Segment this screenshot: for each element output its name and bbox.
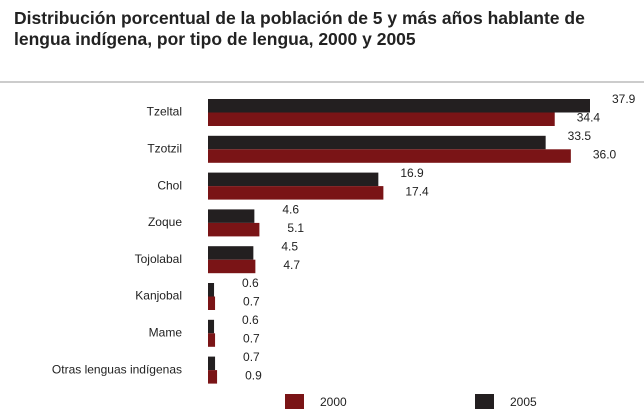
value-label: 17.4 bbox=[405, 184, 429, 198]
value-label: 4.5 bbox=[281, 239, 298, 253]
value-label: 0.9 bbox=[245, 368, 262, 382]
value-label: 0.7 bbox=[243, 331, 260, 345]
legend-swatch bbox=[475, 394, 494, 409]
legend-swatch bbox=[285, 394, 304, 409]
y-tick-label: Tzotzil bbox=[147, 141, 182, 155]
bar bbox=[208, 246, 254, 260]
value-label: 16.9 bbox=[400, 166, 424, 180]
bar bbox=[208, 112, 555, 126]
y-tick-label: Otras lenguas indígenas bbox=[52, 362, 182, 376]
bar bbox=[208, 222, 260, 237]
bar bbox=[208, 149, 571, 163]
bar bbox=[208, 319, 215, 334]
bar bbox=[208, 172, 379, 187]
legend-label: 2005 bbox=[510, 395, 537, 409]
chart-title: Distribución porcentual de la población … bbox=[14, 8, 585, 49]
value-label: 0.6 bbox=[242, 313, 259, 327]
value-label: 0.6 bbox=[242, 276, 259, 290]
y-tick-label: Tojolabal bbox=[135, 252, 182, 266]
value-label: 4.7 bbox=[283, 258, 300, 272]
value-label: 5.1 bbox=[287, 221, 304, 235]
bar bbox=[208, 296, 216, 310]
bar bbox=[208, 356, 216, 371]
bar bbox=[208, 209, 255, 223]
bar bbox=[208, 186, 384, 200]
bar bbox=[208, 99, 590, 113]
value-label: 33.5 bbox=[568, 129, 592, 143]
y-tick-label: Kanjobal bbox=[135, 289, 182, 303]
bar bbox=[208, 259, 256, 274]
y-tick-label: Mame bbox=[149, 325, 183, 339]
value-label: 0.7 bbox=[243, 295, 260, 309]
y-tick-label: Chol bbox=[157, 178, 182, 192]
bar bbox=[208, 283, 215, 297]
y-tick-label: Tzeltal bbox=[147, 105, 182, 119]
value-label: 34.4 bbox=[577, 111, 601, 125]
bar bbox=[208, 333, 216, 347]
value-label: 4.6 bbox=[282, 203, 299, 217]
y-tick-label: Zoque bbox=[148, 215, 182, 229]
legend-label: 2000 bbox=[320, 395, 347, 409]
value-label: 37.9 bbox=[612, 92, 636, 106]
value-label: 0.7 bbox=[243, 350, 260, 364]
bar bbox=[208, 370, 218, 384]
bar bbox=[208, 135, 546, 150]
value-label: 36.0 bbox=[593, 147, 617, 161]
